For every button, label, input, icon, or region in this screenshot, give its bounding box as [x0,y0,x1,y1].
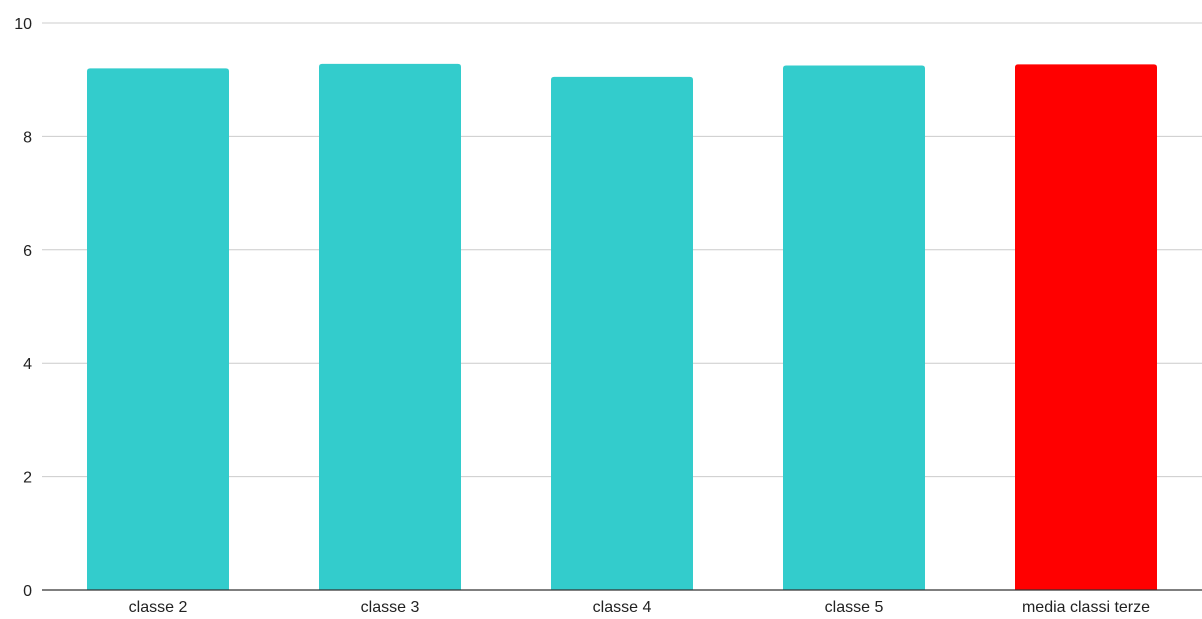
x-tick-label: classe 4 [593,599,652,616]
bar-classe-5 [783,65,925,590]
y-tick-label: 6 [23,243,32,260]
bar-classe-3 [319,63,461,591]
bars [87,63,1157,591]
x-tick-label: classe 3 [361,599,420,616]
bar-media-classi-terze [1015,64,1157,591]
y-tick-label: 0 [23,583,32,600]
bar-classe-2 [87,68,229,591]
bar-classe-4 [551,76,693,591]
y-tick-label: 4 [23,356,32,373]
x-tick-label: media classi terze [1022,599,1150,616]
x-tick-label: classe 2 [129,599,188,616]
tick-labels: 0 2 4 6 8 10 classe 2 classe 3 classe 4 classe 5 m… [14,16,1150,616]
x-tick-label: classe 5 [825,599,884,616]
y-tick-label: 2 [23,470,32,487]
y-tick-label: 8 [23,129,32,146]
y-tick-label: 10 [14,16,32,33]
